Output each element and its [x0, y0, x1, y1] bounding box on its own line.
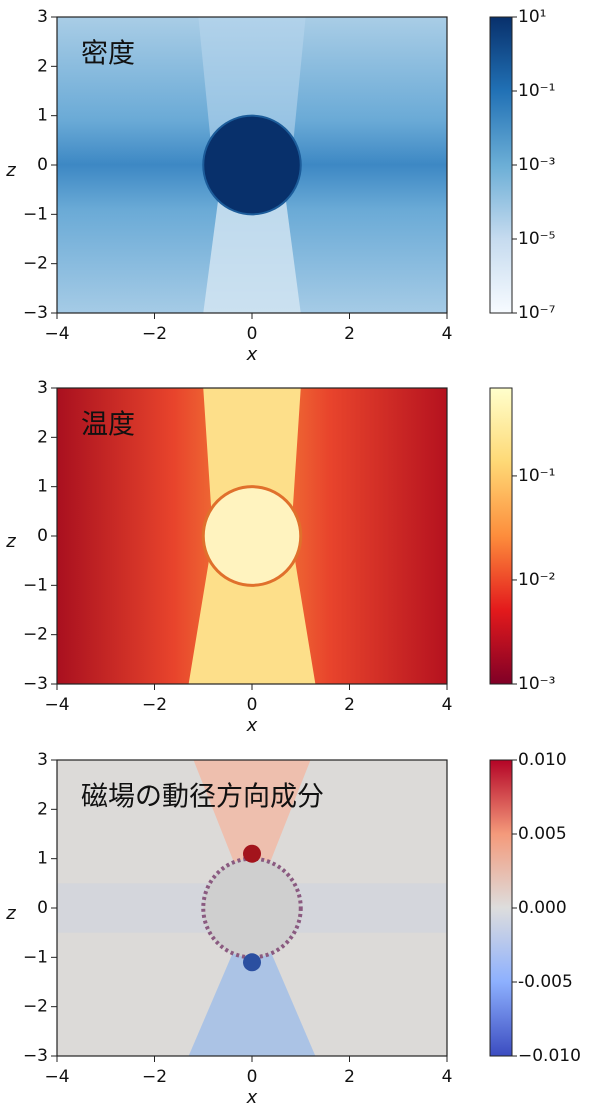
y-tick-label: −3	[23, 1046, 48, 1066]
colorbar-tick-label: 10⁻¹	[518, 81, 555, 101]
y-tick-label: 1	[37, 849, 48, 869]
x-tick-label: 0	[247, 695, 258, 715]
x-tick-label: 2	[344, 324, 355, 344]
colorbar-tick-label: 0.010	[518, 750, 567, 770]
x-tick-label: 2	[344, 1067, 355, 1087]
colorbar	[489, 387, 513, 685]
x-tick-label: −2	[142, 324, 167, 344]
y-tick-label: 3	[37, 378, 48, 398]
y-tick-label: −2	[23, 625, 48, 645]
x-axis-label: x	[246, 715, 258, 736]
y-tick-label: −2	[23, 254, 48, 274]
x-tick-label: −4	[44, 324, 69, 344]
colorbar-tick-label: 10⁻²	[518, 570, 555, 590]
y-tick-label: 0	[37, 155, 48, 175]
y-tick-label: 1	[37, 477, 48, 497]
colorbar-tick-label: 10⁻³	[518, 674, 555, 694]
star	[201, 856, 303, 960]
y-tick-label: −3	[23, 674, 48, 694]
x-axis-label: x	[246, 1087, 258, 1104]
colorbar-tick-label: 0.005	[518, 824, 567, 844]
x-tick-label: −4	[44, 695, 69, 715]
y-tick-label: 2	[37, 56, 48, 76]
star	[202, 114, 302, 216]
x-tick-label: 4	[442, 1067, 453, 1087]
colorbar-tick-label: 0.000	[518, 898, 567, 918]
y-tick-label: 3	[37, 7, 48, 27]
x-tick-label: 4	[442, 324, 453, 344]
y-tick-label: 3	[37, 750, 48, 770]
colorbar-tick-label: 10⁻⁵	[518, 229, 555, 249]
y-tick-label: 1	[37, 106, 48, 126]
y-tick-label: −1	[23, 204, 48, 224]
heatmap	[57, 17, 447, 313]
colorbar-tick-label: 10¹	[518, 7, 546, 27]
x-tick-label: 4	[442, 695, 453, 715]
x-axis-label: x	[246, 344, 258, 365]
field-south	[188, 908, 316, 1056]
y-tick-label: 0	[37, 526, 48, 546]
heatmap	[57, 388, 447, 684]
y-tick-label: 2	[37, 427, 48, 447]
y-tick-label: −1	[23, 947, 48, 967]
x-tick-label: 0	[247, 324, 258, 344]
x-tick-label: 0	[247, 1067, 258, 1087]
pole	[243, 844, 261, 863]
x-tick-label: −2	[142, 1067, 167, 1087]
colorbar	[489, 16, 513, 314]
x-tick-label: −4	[44, 1067, 69, 1087]
y-axis-label: z	[5, 160, 16, 181]
y-axis-label: z	[5, 903, 16, 924]
field-north	[193, 760, 311, 908]
y-tick-label: 2	[37, 799, 48, 819]
panel-title: 磁場の動径方向成分	[81, 782, 324, 813]
colorbar-tick-label: 10⁻⁷	[518, 303, 556, 323]
y-tick-label: 0	[37, 898, 48, 918]
colorbar-tick-label: 10⁻¹	[518, 466, 555, 486]
panel-title: 密度	[81, 39, 135, 70]
pole	[243, 953, 261, 972]
y-tick-label: −3	[23, 303, 48, 323]
x-tick-label: 2	[344, 695, 355, 715]
heatmap	[57, 760, 447, 1056]
panel-title: 温度	[81, 410, 135, 441]
colorbar-tick-label: 10⁻³	[518, 155, 555, 175]
colorbar	[489, 759, 513, 1057]
colorbar-tick-label: -0.005	[518, 972, 573, 992]
y-tick-label: −2	[23, 997, 48, 1017]
y-tick-label: −1	[23, 575, 48, 595]
y-axis-label: z	[5, 531, 16, 552]
star	[201, 485, 303, 587]
x-tick-label: −2	[142, 695, 167, 715]
colorbar-tick-label: −0.010	[518, 1046, 581, 1066]
